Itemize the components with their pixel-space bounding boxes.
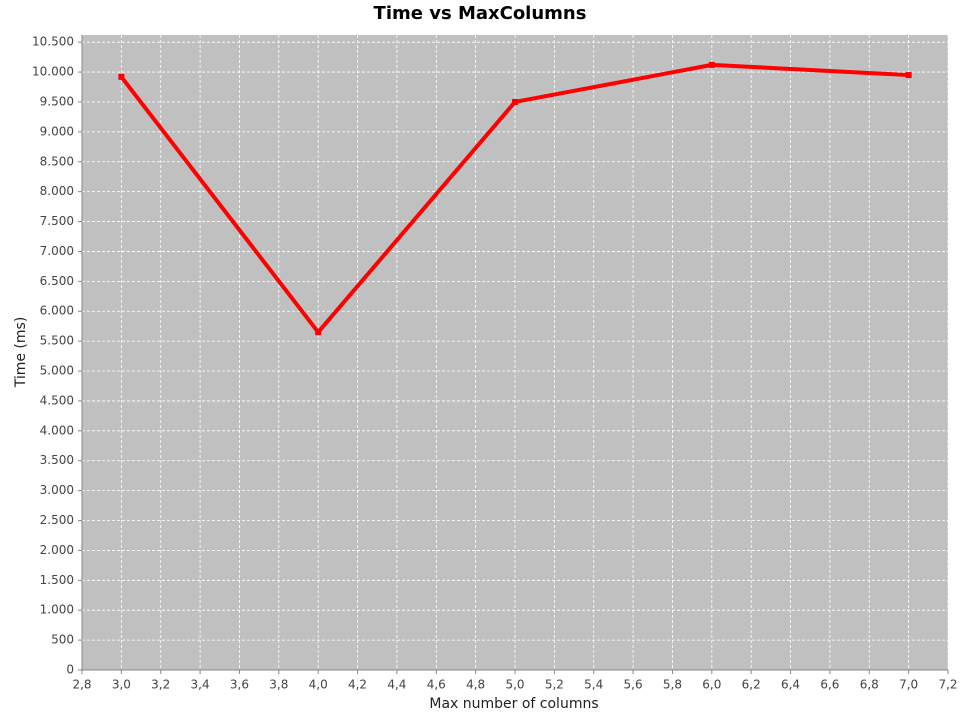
x-tick-label: 5,6 [624, 678, 643, 692]
y-tick-label: 9.000 [40, 124, 74, 138]
x-tick-label: 2,8 [72, 678, 91, 692]
y-tick-label: 1.000 [40, 603, 74, 617]
y-tick-label: 5.500 [40, 334, 74, 348]
point-marker [512, 98, 518, 105]
x-tick-label: 3,2 [151, 678, 170, 692]
y-axis-title: Time (ms) [13, 317, 29, 389]
y-tick-label: 9.500 [40, 94, 74, 108]
x-tick-label: 3,0 [112, 678, 131, 692]
y-tick-label: 5.000 [40, 364, 74, 378]
y-tick-label: 8.500 [40, 154, 74, 168]
x-tick-label: 5,8 [663, 678, 682, 692]
x-tick-label: 5,4 [584, 678, 603, 692]
x-tick-label: 4,2 [348, 678, 367, 692]
x-tick-label: 5,0 [505, 678, 524, 692]
x-tick-label: 6,6 [820, 678, 839, 692]
y-tick-label: 4.000 [40, 423, 74, 437]
y-tick-label: 0 [66, 663, 74, 677]
x-tick-label: 4,6 [427, 678, 446, 692]
y-tick-label: 7.000 [40, 244, 74, 258]
point-marker [118, 73, 125, 80]
x-tick-label: 6,0 [702, 678, 721, 692]
y-tick-label: 8.000 [40, 184, 74, 198]
x-tick-label: 5,2 [545, 678, 564, 692]
y-tick-label: 10.000 [32, 65, 74, 79]
y-tick-label: 6.500 [40, 274, 74, 288]
x-tick-label: 6,4 [781, 678, 800, 692]
chart-title: Time vs MaxColumns [374, 3, 587, 24]
y-tick-label: 1.500 [40, 573, 74, 587]
x-tick-label: 3,4 [191, 678, 210, 692]
y-tick-label: 3.000 [40, 483, 74, 497]
x-tick-label: 3,8 [269, 678, 288, 692]
x-tick-label: 7,0 [899, 678, 918, 692]
point-marker [708, 61, 715, 68]
y-tick-label: 7.500 [40, 214, 74, 228]
x-tick-label: 4,4 [387, 678, 406, 692]
x-tick-label: 4,0 [309, 678, 328, 692]
x-axis-title: Max number of columns [429, 696, 598, 712]
point-marker [905, 72, 912, 79]
x-tick-label: 4,8 [466, 678, 485, 692]
y-tick-label: 10.500 [32, 35, 74, 49]
x-tick-label: 6,2 [742, 678, 761, 692]
y-tick-label: 4.500 [40, 393, 74, 407]
y-tick-label: 2.500 [40, 513, 74, 527]
point-marker [315, 329, 322, 336]
x-tick-label: 6,8 [860, 678, 879, 692]
x-tick-label: 3,6 [230, 678, 249, 692]
y-tick-label: 2.000 [40, 543, 74, 557]
y-tick-label: 6.000 [40, 304, 74, 318]
y-tick-label: 500 [51, 633, 74, 647]
y-tick-label: 3.500 [40, 453, 74, 467]
x-tick-label: 7,2 [938, 678, 957, 692]
